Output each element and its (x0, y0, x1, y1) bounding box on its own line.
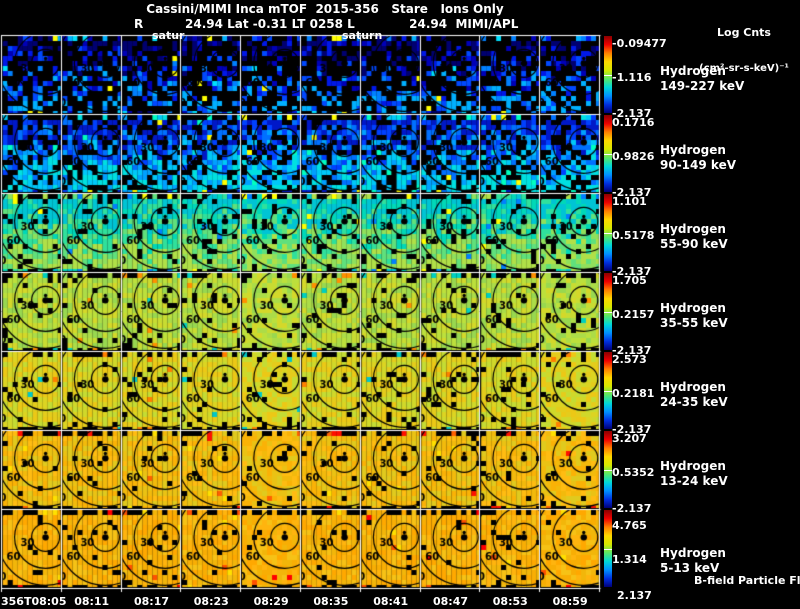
row-species-label-2: Hydrogen (660, 143, 726, 157)
scale-max-label-row-7: 4.765 (612, 519, 647, 532)
colorbar-row-2 (604, 115, 612, 192)
saturn-overlay-label-center: saturn (342, 29, 383, 42)
row-label-2: Hydrogen 90-149 keV (660, 143, 736, 173)
scale-max-label-row-6: 3.207 (612, 432, 647, 445)
row-label-4: Hydrogen 35-55 keV (660, 301, 728, 331)
time-tick-label-10: 08:59 (552, 595, 588, 608)
colorbar-row-7 (604, 510, 612, 587)
scale-max-label-row-3: 1.101 (612, 195, 647, 208)
units-sub-label: (cm²-sr-s-keV)⁻¹ (699, 63, 789, 74)
time-tick-label-4: 08:23 (193, 595, 229, 608)
row-species-label-6: Hydrogen (660, 459, 726, 473)
row-energy-label-3: 55-90 keV (660, 237, 728, 251)
row-species-label-1: Hydrogen (660, 64, 726, 78)
colorbar-mid-tick-row-6 (604, 469, 612, 471)
time-tick-label-1: 356T08:05 (1, 595, 67, 608)
time-tick-label-5: 08:29 (253, 595, 289, 608)
scale-mid-label-row-7: 1.314 (612, 553, 647, 566)
scale-mid-label-row-6: 0.5352 (612, 466, 655, 479)
scale-mid-label-row-2: 0.9826 (612, 150, 655, 163)
scale-min-label-row-2: -2.137 (612, 186, 652, 199)
row-label-7: Hydrogen 5-13 keV (660, 546, 726, 576)
time-tick-label-3: 08:17 (133, 595, 169, 608)
scale-min-label-row-1: -2.137 (612, 107, 652, 120)
colorbar-row-5 (604, 352, 612, 429)
row-label-3: Hydrogen 55-90 keV (660, 222, 728, 252)
time-tick-label-2: 08:11 (74, 595, 110, 608)
time-tick-label-9: 08:53 (492, 595, 528, 608)
row-energy-label-1: 149-227 keV (660, 79, 745, 93)
row-energy-label-4: 35-55 keV (660, 316, 728, 330)
scale-max-label-row-5: 2.573 (612, 353, 647, 366)
row-species-label-4: Hydrogen (660, 301, 726, 315)
spacecraft-position-readout: R 24.94 Lat -0.31 LT 0258 L 24.94 MIMI/A… (134, 17, 519, 31)
colorbar-mid-tick-row-3 (604, 232, 612, 234)
time-tick-label-8: 08:47 (432, 595, 468, 608)
scale-min-label-row-6: -2.137 (612, 502, 652, 515)
scale-min-label-row-5: -2.137 (612, 423, 652, 436)
colorbar-mid-tick-row-5 (604, 390, 612, 392)
scale-max-label-row-4: 1.705 (612, 274, 647, 287)
units-label: Log Cnts (717, 26, 771, 39)
bfield-particle-flow-label: B-field Particle Flow (694, 574, 800, 587)
scale-max-label-row-2: 0.1716 (612, 116, 655, 129)
scale-mid-label-row-1: -1.116 (612, 71, 652, 84)
colorbar-mid-tick-row-2 (604, 153, 612, 155)
colorbar-row-3 (604, 194, 612, 271)
row-label-5: Hydrogen 24-35 keV (660, 380, 728, 410)
scale-mid-label-row-4: 0.2157 (612, 308, 655, 321)
units-block: Log Cnts (cm²-sr-s-keV)⁻¹ (690, 3, 798, 98)
row-label-6: Hydrogen 13-24 keV (660, 459, 728, 489)
row-label-1: Hydrogen 149-227 keV (660, 64, 744, 94)
colorbar-row-4 (604, 273, 612, 350)
row-species-label-3: Hydrogen (660, 222, 726, 236)
scale-min-label-row-3: -2.137 (612, 265, 652, 278)
scale-min-label-row-7: 2.137 (617, 589, 652, 602)
row-species-label-7: Hydrogen (660, 546, 726, 560)
scale-min-label-row-4: -2.137 (612, 344, 652, 357)
row-species-label-5: Hydrogen (660, 380, 726, 394)
colorbar-row-1 (604, 36, 612, 113)
colorbar-mid-tick-row-1 (604, 74, 612, 76)
scale-mid-label-row-5: 0.2181 (612, 387, 655, 400)
time-tick-label-7: 08:41 (373, 595, 409, 608)
scale-max-label-row-1: -0.09477 (612, 37, 667, 50)
saturn-overlay-label-left: satur (152, 29, 185, 42)
row-energy-label-5: 24-35 keV (660, 395, 728, 409)
page-title: Cassini/MIMI Inca mTOF 2015-356 Stare Io… (146, 2, 504, 16)
colorbar-mid-tick-row-7 (604, 548, 612, 550)
row-energy-label-7: 5-13 keV (660, 561, 720, 575)
row-energy-label-2: 90-149 keV (660, 158, 736, 172)
time-tick-label-6: 08:35 (313, 595, 349, 608)
row-energy-label-6: 13-24 keV (660, 474, 728, 488)
scale-mid-label-row-3: 0.5178 (612, 229, 655, 242)
colorbar-row-6 (604, 431, 612, 508)
colorbar-mid-tick-row-4 (604, 311, 612, 313)
